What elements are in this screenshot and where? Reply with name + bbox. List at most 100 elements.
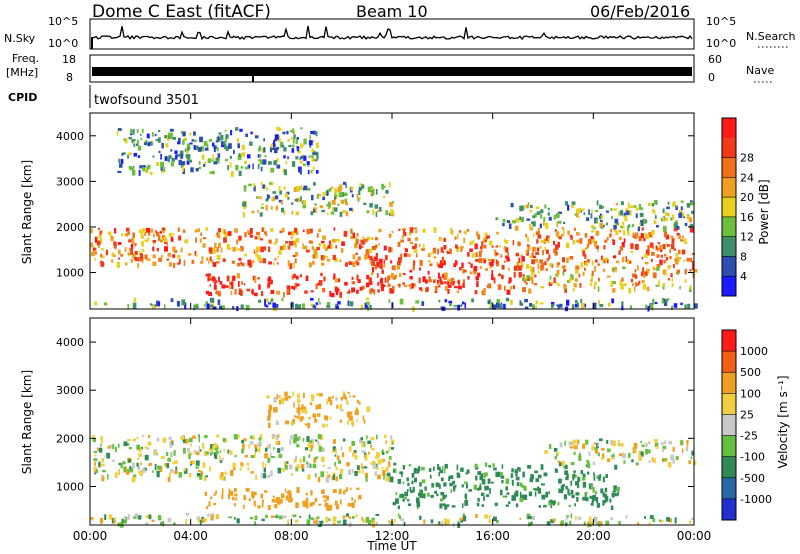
scatter-cell — [306, 461, 309, 465]
scatter-cell — [530, 474, 534, 480]
scatter-cell — [544, 222, 549, 227]
scatter-cell — [499, 244, 501, 248]
scatter-cell — [315, 283, 318, 290]
scatter-cell — [385, 440, 387, 444]
scatter-cell — [326, 190, 329, 196]
scatter-cell — [576, 208, 580, 215]
scatter-cell — [336, 404, 339, 409]
scatter-cell — [671, 283, 674, 288]
colorbar-tick-label: 500 — [740, 366, 761, 379]
scatter-cell — [573, 227, 576, 231]
scatter-cell — [179, 150, 184, 157]
scatter-cell — [510, 299, 513, 305]
scatter-cell — [400, 493, 405, 498]
scatter-cell — [345, 396, 347, 401]
scatter-cell — [444, 299, 448, 303]
scatter-cell — [502, 219, 506, 223]
scatter-cell — [145, 515, 149, 519]
scatter-cell — [633, 442, 638, 448]
scatter-cell — [557, 283, 560, 287]
scatter-cell — [630, 305, 632, 309]
scatter-cell — [400, 518, 405, 521]
scatter-cell — [594, 447, 598, 451]
scatter-cell — [362, 415, 365, 421]
scatter-cell — [646, 286, 650, 292]
scatter-cell — [276, 514, 279, 517]
scatter-cell — [169, 442, 173, 448]
scatter-cell — [370, 288, 374, 293]
scatter-cell — [274, 134, 279, 140]
scatter-cell — [118, 443, 120, 448]
scatter-cell — [266, 455, 269, 459]
scatter-cell — [456, 246, 460, 252]
scatter-cell — [209, 466, 211, 472]
scatter-cell — [409, 276, 413, 280]
scatter-cell — [491, 245, 494, 248]
scatter-cell — [334, 197, 336, 200]
scatter-cell — [121, 518, 124, 523]
scatter-cell — [486, 235, 490, 239]
scatter-cell — [356, 276, 359, 280]
scatter-cell — [521, 484, 525, 489]
scatter-cell — [529, 477, 533, 483]
scatter-cell — [415, 237, 418, 241]
scatter-cell — [682, 212, 685, 217]
scatter-cell — [122, 461, 126, 465]
scatter-cell — [613, 485, 617, 490]
velocity-cbar-label: Velocity [m s⁻¹] — [776, 375, 790, 468]
scatter-cell — [572, 288, 575, 292]
scatter-cell — [227, 165, 229, 171]
scatter-cell — [258, 299, 262, 303]
scatter-cell — [495, 217, 499, 220]
scatter-cell — [464, 481, 468, 484]
scatter-cell — [517, 241, 521, 247]
scatter-cell — [213, 249, 217, 253]
scatter-cell — [122, 152, 126, 155]
scatter-cell — [155, 230, 157, 233]
scatter-cell — [166, 452, 169, 456]
scatter-cell — [392, 502, 397, 506]
scatter-cell — [556, 262, 561, 265]
scatter-cell — [591, 499, 594, 503]
scatter-cell — [539, 302, 544, 305]
scatter-cell — [483, 259, 486, 264]
scatter-cell — [160, 161, 164, 168]
scatter-cell — [456, 473, 461, 478]
scatter-cell — [614, 493, 618, 497]
scatter-cell — [361, 450, 366, 454]
scatter-cell — [313, 248, 318, 255]
scatter-cell — [571, 494, 575, 499]
scatter-cell — [362, 236, 365, 240]
scatter-cell — [590, 279, 593, 282]
scatter-cell — [306, 161, 310, 165]
scatter-cell — [234, 517, 236, 520]
scatter-cell — [288, 494, 292, 499]
scatter-cell — [137, 145, 142, 151]
scatter-cell — [302, 229, 305, 233]
scatter-cell — [284, 488, 287, 493]
scatter-cell — [170, 298, 174, 303]
scatter-cell — [207, 273, 211, 276]
scatter-cell — [382, 183, 385, 190]
scatter-cell — [340, 247, 344, 253]
scatter-cell — [183, 467, 186, 472]
scatter-cell — [270, 470, 273, 477]
scatter-cell — [286, 191, 290, 195]
scatter-cell — [657, 242, 661, 245]
scatter-cell — [344, 262, 348, 267]
scatter-cell — [218, 132, 222, 135]
scatter-cell — [591, 238, 595, 243]
scatter-cell — [138, 169, 141, 176]
scatter-cell — [133, 474, 137, 478]
scatter-cell — [544, 247, 547, 251]
scatter-cell — [288, 145, 292, 148]
scatter-cell — [402, 273, 406, 275]
scatter-cell — [600, 448, 605, 451]
scatter-cell — [670, 273, 673, 278]
scatter-cell — [100, 443, 102, 447]
scatter-cell — [456, 233, 459, 240]
scatter-cell — [120, 254, 123, 257]
scatter-cell — [429, 263, 433, 267]
scatter-cell — [160, 255, 164, 258]
